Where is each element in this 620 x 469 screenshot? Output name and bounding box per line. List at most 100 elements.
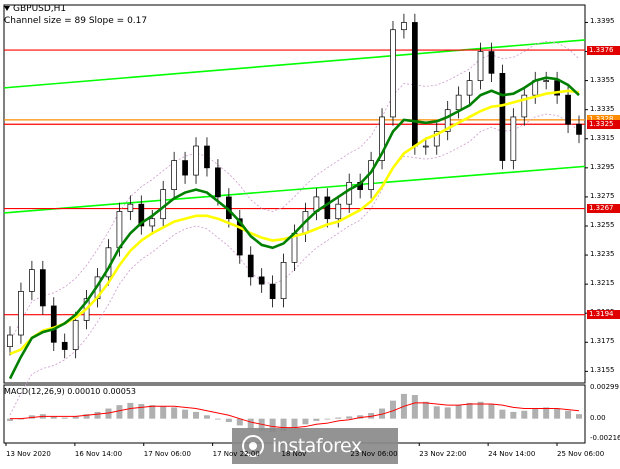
candle-body <box>324 196 331 220</box>
macd-bar <box>50 416 57 419</box>
macd-bar <box>94 411 101 419</box>
candle-body <box>18 291 24 336</box>
x-tick-label: 13 Nov 2020 <box>6 450 51 458</box>
macd-tick-label: 0.00299 <box>590 383 619 391</box>
candle-body <box>7 334 13 348</box>
macd-bar <box>324 418 331 420</box>
macd-bar <box>488 404 495 419</box>
macd-bar <box>28 415 35 419</box>
macd-bar <box>532 408 539 419</box>
macd-bar <box>313 418 320 421</box>
candle-body <box>499 72 506 161</box>
macd-bar <box>455 405 462 419</box>
macd-bar <box>554 408 561 419</box>
x-tick-label: 23 Nov 22:00 <box>419 450 467 458</box>
macd-bar <box>193 411 200 419</box>
candle-body <box>488 51 495 74</box>
macd-bar <box>335 417 342 419</box>
y-tick-label: 1.3275 <box>590 191 615 200</box>
macd-bar <box>83 414 90 419</box>
candle-body <box>422 145 429 148</box>
macd-bar <box>466 402 473 419</box>
level-label: 1.3267 <box>587 204 620 214</box>
macd-bar <box>433 406 440 419</box>
x-tick-label: 18 Nov <box>281 450 307 458</box>
envelope-band <box>9 113 580 416</box>
level-label: 1.3325 <box>587 119 620 129</box>
candle-body <box>455 94 462 111</box>
macd-bar <box>291 418 298 428</box>
candle-body <box>280 261 287 300</box>
chart-title-block: GBPUSD,H1 Channel size = 89 Slope = 0.17 <box>4 3 147 27</box>
macd-label: MACD(12,26,9) 0.00010 0.00053 <box>4 387 137 396</box>
candle-body <box>401 22 407 31</box>
y-tick-label: 1.3235 <box>590 250 615 259</box>
candle-body <box>390 29 396 118</box>
candle-body <box>171 160 177 190</box>
candle-body <box>521 94 528 118</box>
macd-bar <box>149 405 156 419</box>
candle-body <box>247 254 254 278</box>
x-tick-label: 25 Nov 06:00 <box>557 450 605 458</box>
candle-body <box>215 167 221 198</box>
ma_fast-line <box>9 89 580 356</box>
y-tick-label: 1.3355 <box>590 75 615 84</box>
y-tick-label: 1.3395 <box>590 17 615 26</box>
instaforex-logo-icon <box>242 435 264 457</box>
candle-body <box>127 203 134 212</box>
macd-bar <box>521 410 528 419</box>
channel-line <box>3 39 586 89</box>
envelope-band <box>9 40 580 343</box>
macd-bar <box>105 408 112 419</box>
channel-subtitle: Channel size = 89 Slope = 0.17 <box>4 16 148 26</box>
macd-bar <box>357 415 364 419</box>
symbol-label: GBPUSD,H1 <box>13 4 67 14</box>
candle-body <box>412 22 418 147</box>
y-tick-label: 1.3215 <box>590 279 615 288</box>
macd-signal-line <box>10 402 580 429</box>
x-tick-label: 17 Nov 22:00 <box>212 450 260 458</box>
candle-body <box>269 283 276 300</box>
candle-body <box>138 203 145 227</box>
candle-body <box>29 269 35 292</box>
candle-body <box>543 80 550 82</box>
macd-bar <box>127 402 134 419</box>
macd-bar <box>258 418 265 432</box>
candle-body <box>565 94 571 125</box>
macd-bar <box>7 418 13 421</box>
candle-body <box>39 269 46 307</box>
macd-bar <box>379 408 386 419</box>
macd-bar <box>236 418 243 426</box>
macd-bar <box>280 418 287 432</box>
macd-bar <box>499 409 506 419</box>
level-label: 1.3376 <box>587 45 620 55</box>
macd-bar <box>302 418 309 425</box>
macd-bar <box>138 404 145 419</box>
candle-body <box>193 145 199 176</box>
macd-bar <box>247 418 254 429</box>
macd-bar <box>61 417 68 419</box>
x-tick-label: 23 Nov 06:00 <box>350 450 398 458</box>
macd-bar <box>346 416 353 419</box>
macd-bar <box>269 418 276 433</box>
candle-body <box>477 51 484 81</box>
y-tick-label: 1.3175 <box>590 337 615 346</box>
candle-body <box>50 305 57 343</box>
macd-bar <box>565 410 572 419</box>
candle-body <box>61 341 68 350</box>
macd-tick-label: -0.00216 <box>590 434 620 442</box>
macd-bar <box>510 411 517 419</box>
channel-line <box>3 165 586 214</box>
candle-body <box>258 276 265 285</box>
macd-bar <box>182 409 189 419</box>
candle-body <box>444 109 451 132</box>
y-tick-label: 1.3315 <box>590 133 615 142</box>
macd-tick-label: 0.00 <box>590 413 606 422</box>
candle-body <box>116 211 123 249</box>
macd-bar <box>422 401 429 419</box>
candle-body <box>204 145 210 169</box>
candle-body <box>335 203 342 220</box>
macd-bar <box>576 414 582 419</box>
x-tick-label: 24 Nov 14:00 <box>488 450 536 458</box>
